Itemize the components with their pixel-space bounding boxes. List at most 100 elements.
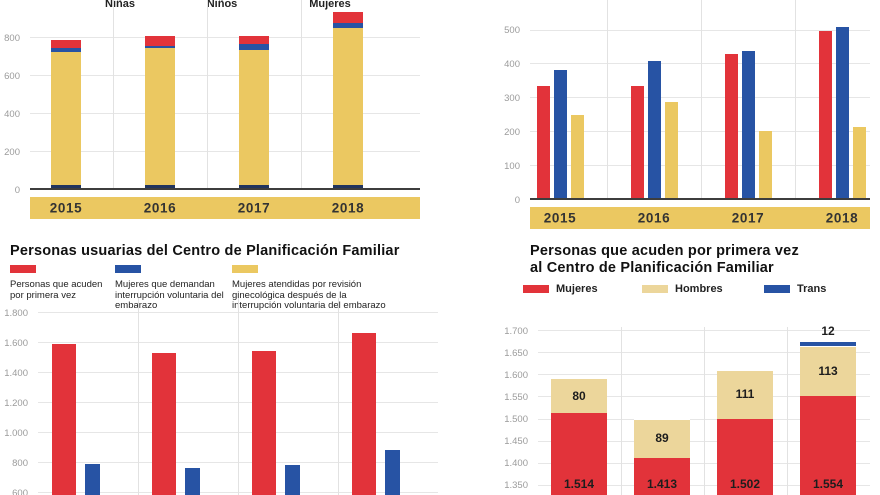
x-axis-year-label: 2017 bbox=[237, 200, 271, 216]
gridline bbox=[30, 37, 420, 38]
y-tick-label: 1.600 bbox=[504, 369, 528, 381]
column-separator bbox=[113, 0, 114, 190]
bar-blue bbox=[385, 450, 400, 495]
bar-segment-blue bbox=[239, 43, 269, 51]
gridline bbox=[30, 113, 420, 114]
gridline bbox=[530, 165, 870, 167]
column-separator bbox=[704, 327, 705, 495]
chart-title: Personas que acuden por primera vez al C… bbox=[530, 243, 799, 277]
y-tick-label: 1.400 bbox=[504, 457, 528, 469]
bar-segment-blue bbox=[333, 22, 363, 28]
x-axis-year-label: 2016 bbox=[637, 210, 671, 226]
y-axis-labels: 1.700 1.650 1.600 1.550 1.500 1.450 1.400 1.350 bbox=[490, 327, 534, 495]
bar-value-label: 111 bbox=[735, 387, 755, 402]
x-axis-year-label: 2015 bbox=[49, 200, 83, 216]
chart-title: Personas usuarias del Centro de Planific… bbox=[10, 243, 400, 259]
y-tick-label: 1.550 bbox=[504, 391, 528, 403]
y-tick-label: 1.000 bbox=[4, 427, 28, 439]
gridline bbox=[530, 29, 870, 31]
legend-label: Niñas bbox=[105, 0, 135, 10]
bar-value-label: 113 bbox=[818, 363, 838, 378]
legend-label: Personas que acuden por primera vez bbox=[10, 279, 103, 301]
bar-segment-red bbox=[333, 12, 363, 23]
legend-swatch-red bbox=[523, 285, 549, 293]
legend-item: Mujeres que demandan interrupción volunt… bbox=[115, 262, 227, 312]
bar-red bbox=[152, 352, 176, 495]
chart-top-right-grouped: 500 400 300 200 100 0 2015 2016 2017 2018 bbox=[490, 0, 880, 243]
bar-base-decor bbox=[239, 185, 269, 190]
chart-legend: Personas que acuden por primera vez Muje… bbox=[0, 262, 470, 324]
column-separator bbox=[338, 298, 339, 495]
bar-value-label: 89 bbox=[655, 431, 669, 446]
bar-blue bbox=[85, 463, 100, 495]
gridline bbox=[530, 97, 870, 99]
plot-area: 1.514 80 1.413 89 1.502 111 1.554 113 12 bbox=[538, 323, 870, 495]
y-tick-label: 200 bbox=[4, 146, 20, 158]
y-axis-labels: 500 400 300 200 100 0 bbox=[490, 0, 526, 205]
y-tick-label: 300 bbox=[504, 92, 520, 104]
y-tick-label: 600 bbox=[4, 70, 20, 82]
y-tick-label: 0 bbox=[514, 194, 520, 206]
bar-value-label: 1.554 bbox=[812, 477, 844, 491]
y-axis-labels: 1.800 1.600 1.400 1.200 1.000 800 600 bbox=[0, 298, 34, 495]
legend-item: Hombres bbox=[642, 283, 723, 295]
legend-swatch-gold bbox=[232, 265, 258, 273]
bar-segment-red bbox=[51, 39, 81, 49]
y-tick-label: 1.650 bbox=[504, 347, 528, 359]
column-separator bbox=[138, 298, 139, 495]
legend-item: Personas que acuden por primera vez bbox=[10, 262, 110, 301]
y-tick-label: 200 bbox=[504, 126, 520, 138]
bar-segment-red bbox=[145, 36, 175, 46]
x-axis-year-label: 2018 bbox=[331, 200, 365, 216]
bar-value-label: 1.514 bbox=[563, 477, 595, 491]
bar-blue bbox=[185, 468, 200, 495]
x-axis-line bbox=[530, 198, 870, 200]
bar-red bbox=[818, 30, 832, 200]
bar-gold bbox=[852, 127, 866, 200]
y-tick-label: 1.350 bbox=[504, 479, 528, 491]
bar-value-label: 12 bbox=[821, 323, 835, 338]
bar-blue bbox=[741, 50, 755, 200]
bar-red bbox=[252, 350, 276, 495]
y-tick-label: 1.700 bbox=[504, 325, 528, 337]
plot-area bbox=[30, 0, 420, 190]
chart-legend: Niñas Niños Mujeres bbox=[30, 0, 420, 14]
y-tick-label: 1.450 bbox=[504, 435, 528, 447]
bar-segment-gold bbox=[333, 27, 363, 190]
x-axis-year-band: 2015 2016 2017 2018 bbox=[530, 207, 870, 229]
plot-area bbox=[530, 0, 870, 200]
column-separator bbox=[795, 0, 796, 200]
bar-segment-red bbox=[239, 36, 269, 44]
y-tick-label: 800 bbox=[12, 457, 28, 469]
legend-item: Mujeres bbox=[523, 283, 598, 295]
bar-segment-red bbox=[634, 457, 690, 495]
y-tick-label: 1.200 bbox=[4, 397, 28, 409]
legend-swatch-blue bbox=[115, 265, 141, 273]
column-separator bbox=[238, 298, 239, 495]
bar-blue bbox=[553, 69, 567, 200]
y-tick-label: 1.500 bbox=[504, 413, 528, 425]
column-separator bbox=[621, 327, 622, 495]
bar-segment-blue bbox=[51, 48, 81, 53]
y-tick-label: 400 bbox=[4, 108, 20, 120]
chart-top-left-stacked: Niñas Niños Mujeres 800 600 400 200 0 2015 201… bbox=[0, 0, 440, 243]
bar-segment-red bbox=[800, 395, 856, 495]
legend-swatch-tan bbox=[642, 285, 668, 293]
legend-label: Mujeres bbox=[556, 283, 598, 295]
y-tick-label: 0 bbox=[14, 184, 20, 196]
column-separator bbox=[787, 327, 788, 495]
chart-legend: Mujeres Hombres Trans bbox=[490, 283, 880, 299]
gridline bbox=[30, 151, 420, 152]
bar-red bbox=[724, 54, 738, 200]
gridline bbox=[30, 75, 420, 76]
legend-label: Mujeres que demandan interrupción volunt… bbox=[115, 279, 224, 311]
bar-segment-gold bbox=[51, 52, 81, 190]
legend-label: Mujeres bbox=[309, 0, 351, 10]
title-line: al Centro de Planificación Familiar bbox=[530, 260, 774, 276]
column-separator bbox=[207, 0, 208, 190]
x-axis-year-label: 2016 bbox=[143, 200, 177, 216]
column-separator bbox=[301, 0, 302, 190]
bar-segment-tan bbox=[551, 378, 607, 414]
bar-segment-tan bbox=[800, 345, 856, 396]
